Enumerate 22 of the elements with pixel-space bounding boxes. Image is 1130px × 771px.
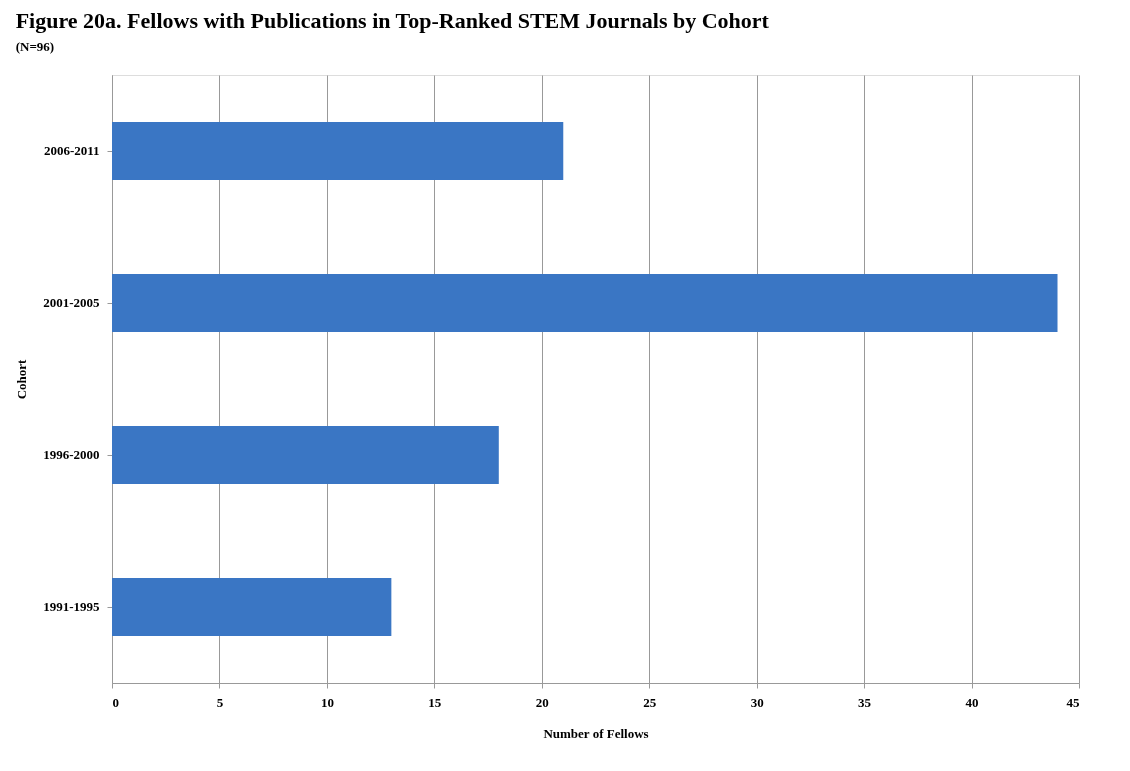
x-tick-label: 35: [858, 694, 872, 710]
y-tick-label: 1996-2000: [43, 447, 100, 462]
y-axis-title: Cohort: [14, 358, 30, 400]
x-tick-label: 25: [643, 694, 657, 710]
x-tick-label: 10: [320, 694, 334, 710]
chart-title: Figure 20a. Fellows with Publications in Top-Ranked STEM Journals by Cohort: [15, 8, 770, 33]
x-tick-label: 0: [112, 694, 119, 710]
x-tick-label: 15: [428, 694, 442, 710]
x-tick-label: 40: [965, 694, 979, 710]
x-axis-title: Number of Fellows: [543, 725, 649, 741]
bar: [112, 578, 392, 636]
bar: [112, 274, 1058, 332]
x-tick-label: 30: [750, 694, 764, 710]
y-tick-label: 2006-2011: [43, 143, 100, 158]
x-tick-label: 45: [1066, 694, 1080, 710]
bar: [112, 426, 499, 484]
y-tick-label: 1991-1995: [43, 599, 100, 614]
chart-subtitle: (N=96): [15, 39, 55, 54]
x-tick-label: 20: [535, 694, 549, 710]
bar: [112, 122, 564, 180]
y-tick-label: 2001-2005: [43, 295, 100, 310]
x-tick-label: 5: [216, 694, 224, 710]
